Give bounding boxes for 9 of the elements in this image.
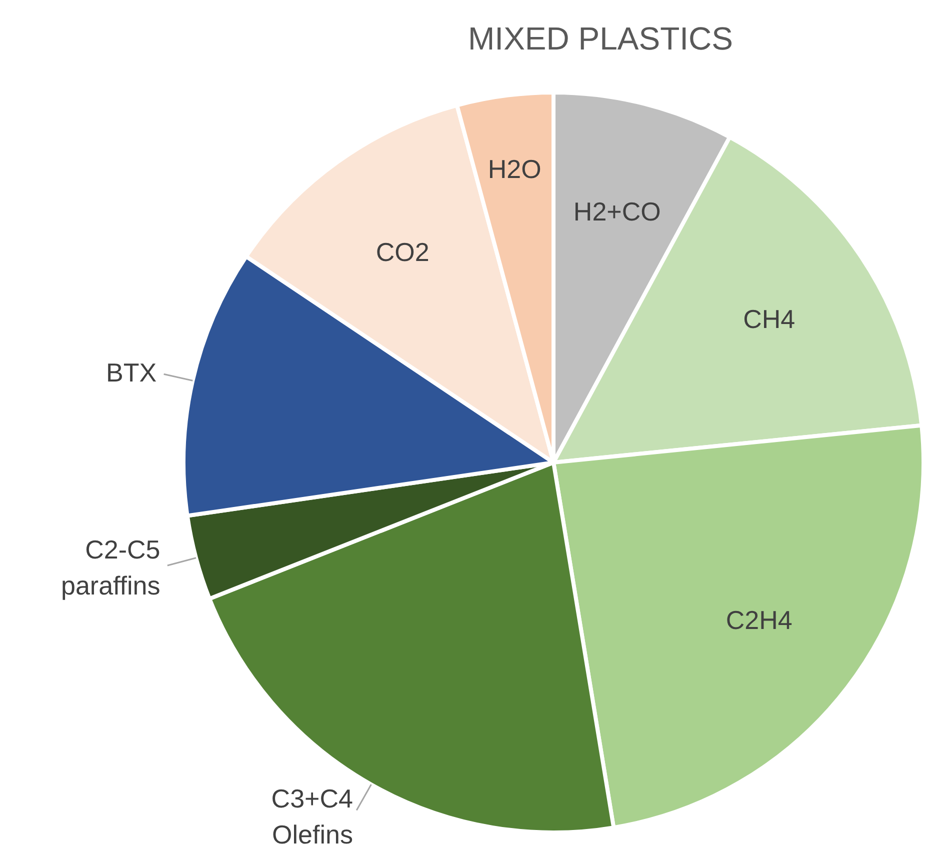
- slice-label: C2H4: [726, 604, 792, 635]
- slice-label: CH4: [743, 304, 796, 334]
- slice-label: BTX: [106, 357, 157, 388]
- slice-label: C2-C5 paraffins: [61, 534, 160, 600]
- slice-label: H2O: [488, 154, 542, 184]
- slice-label: H2+CO: [573, 196, 661, 226]
- slice-label: CO2: [376, 237, 430, 268]
- chart-title: MIXED PLASTICS: [468, 20, 733, 56]
- slice-label: C3+C4 Olefins: [271, 784, 353, 850]
